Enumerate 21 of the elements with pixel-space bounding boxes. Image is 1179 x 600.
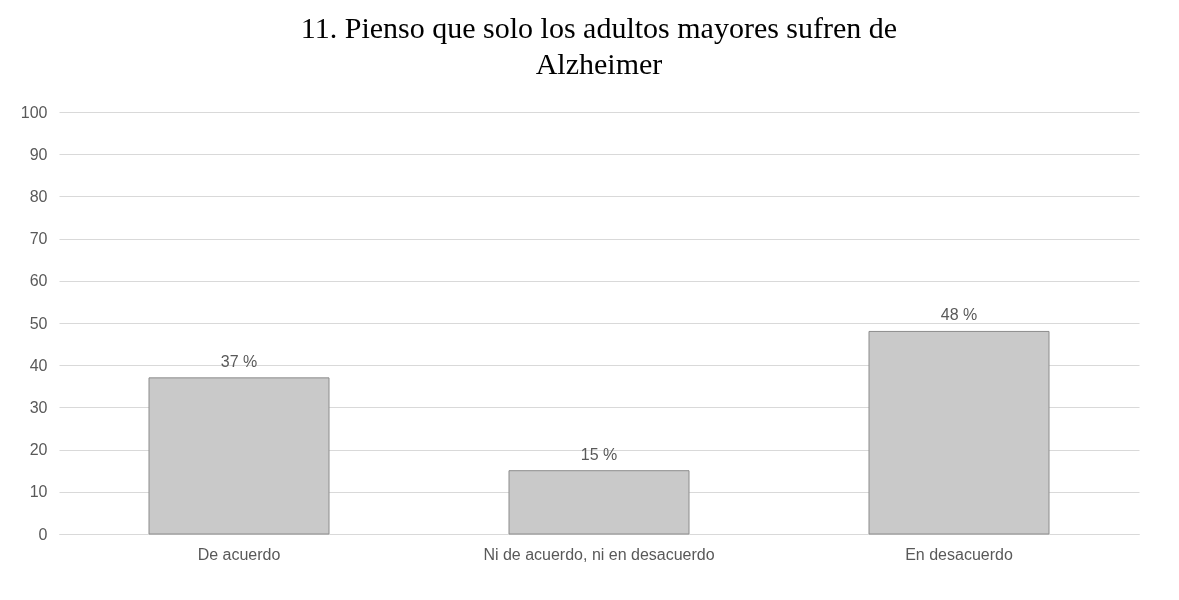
y-tick-label: 40	[29, 356, 48, 374]
y-tick-label: 70	[29, 230, 48, 248]
x-tick-label: Ni de acuerdo, ni en desacuerdo	[483, 545, 715, 563]
bar	[868, 330, 1050, 535]
y-tick-label: 60	[29, 272, 48, 290]
data-label: 15 %	[580, 445, 618, 463]
y-tick-label: 0	[38, 525, 48, 543]
chart-title: 11. Pienso que solo los adultos mayores sufren de Alzheimer	[300, 11, 898, 80]
bar	[148, 377, 330, 535]
x-tick-label: De acuerdo	[197, 545, 281, 563]
y-tick-label: 50	[29, 314, 48, 332]
data-label: 37 %	[220, 352, 258, 370]
y-tick-label: 20	[29, 441, 48, 459]
y-tick-label: 80	[29, 187, 48, 205]
y-tick-label: 10	[29, 483, 48, 501]
y-tick-label: 30	[29, 398, 48, 416]
y-tick-label: 90	[29, 145, 48, 163]
y-tick-label: 100	[20, 103, 48, 121]
bar	[508, 470, 690, 535]
data-label: 48 %	[940, 306, 978, 324]
x-tick-label: En desacuerdo	[905, 545, 1013, 563]
